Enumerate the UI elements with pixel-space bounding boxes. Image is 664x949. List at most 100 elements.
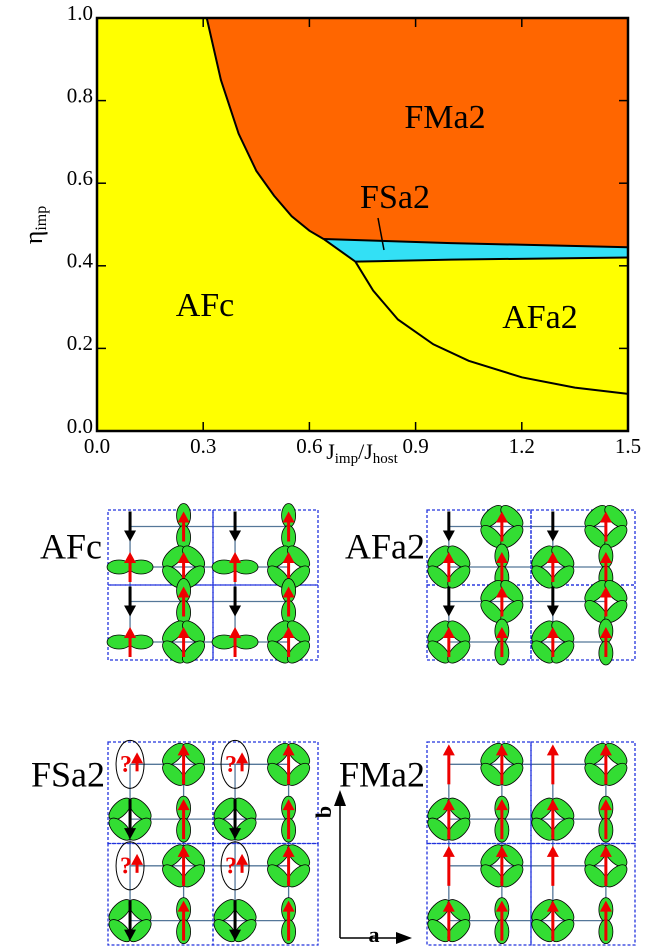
spin-arrow-head bbox=[229, 530, 242, 542]
spin-arrow-head bbox=[546, 744, 559, 756]
axis-arrow-head bbox=[334, 790, 346, 806]
spin-arrow-head bbox=[599, 627, 612, 638]
unknown-orbital bbox=[220, 739, 250, 789]
spin-arrow-head bbox=[124, 929, 137, 941]
spin-arrow-head bbox=[599, 900, 612, 912]
spin-arrow-head bbox=[546, 799, 559, 811]
spin-arrow-head bbox=[442, 627, 455, 638]
spin-arrow-head bbox=[177, 845, 190, 857]
region-label: FMa2 bbox=[404, 99, 485, 136]
spin-arrow-head bbox=[442, 799, 455, 811]
y-tick-label: 0.8 bbox=[67, 83, 93, 107]
region-label: AFc bbox=[176, 287, 235, 324]
spin-arrow-head bbox=[282, 799, 295, 811]
axis-label: a bbox=[369, 922, 380, 947]
y-tick-label: 0.6 bbox=[67, 166, 93, 190]
orbital-lobe bbox=[287, 640, 311, 664]
spin-arrow-head bbox=[177, 627, 190, 638]
unit-cell bbox=[530, 584, 636, 661]
spin-arrow-head bbox=[282, 900, 295, 912]
panel-label: FMa2 bbox=[339, 754, 425, 794]
spin-arrow-head bbox=[177, 799, 190, 811]
unknown-spin: ? bbox=[225, 853, 237, 879]
spin-arrow-head bbox=[177, 511, 190, 523]
unknown-spin: ? bbox=[120, 853, 132, 879]
spin-arrow-head bbox=[236, 853, 249, 865]
unit-cell bbox=[212, 842, 319, 946]
spin-arrow-head bbox=[599, 845, 612, 857]
unknown-orbital bbox=[115, 739, 145, 789]
y-axis-label: ηimp bbox=[19, 206, 50, 245]
spin-arrow-head bbox=[546, 845, 559, 857]
spin-arrow-head bbox=[546, 900, 559, 912]
spin-arrow-head bbox=[495, 900, 508, 912]
x-axis-label-part: imp bbox=[335, 451, 358, 467]
spin-arrow-head bbox=[546, 530, 559, 542]
y-tick-label: 1.0 bbox=[67, 1, 93, 25]
spin-arrow-head bbox=[229, 552, 242, 563]
spin-arrow-head bbox=[282, 744, 295, 756]
y-tick-label: 0.2 bbox=[67, 331, 93, 355]
spin-arrow-head bbox=[442, 744, 455, 756]
y-axis-label-part: imp bbox=[33, 206, 50, 231]
panel-label: AFa2 bbox=[345, 526, 425, 566]
spin-arrow-head bbox=[442, 530, 455, 542]
spin-arrow-head bbox=[599, 552, 612, 563]
axis-label: b bbox=[311, 806, 336, 818]
spin-arrow-head bbox=[599, 744, 612, 756]
axis-arrow-head bbox=[396, 932, 412, 944]
y-tick-label: 0.4 bbox=[67, 249, 94, 273]
spin-arrow-head bbox=[546, 605, 559, 617]
phase-region bbox=[323, 238, 628, 262]
spin-arrow-head bbox=[124, 552, 137, 563]
spin-arrow-head bbox=[599, 586, 612, 598]
x-tick-label: 0.0 bbox=[84, 434, 110, 458]
spin-arrow-head bbox=[177, 744, 190, 756]
phase-region bbox=[206, 18, 629, 248]
unit-cell bbox=[212, 584, 319, 661]
spin-arrow-head bbox=[177, 552, 190, 563]
spin-arrow-head bbox=[442, 900, 455, 912]
orbital-lobe bbox=[233, 817, 257, 841]
spin-arrow-head bbox=[442, 845, 455, 857]
x-axis-label-part: J bbox=[326, 439, 335, 464]
spin-arrow-head bbox=[599, 799, 612, 811]
spin-arrow-head bbox=[131, 853, 144, 865]
spin-arrow-head bbox=[546, 627, 559, 638]
orbital-lobe bbox=[128, 919, 152, 943]
spin-arrow-head bbox=[131, 752, 144, 764]
unknown-orbital bbox=[115, 841, 145, 891]
spin-arrow-head bbox=[229, 828, 242, 840]
unknown-orbital bbox=[220, 841, 250, 891]
x-tick-label: 1.5 bbox=[615, 434, 641, 458]
x-tick-label: 1.2 bbox=[509, 434, 535, 458]
x-axis-label-part: /J bbox=[358, 439, 373, 464]
x-axis-label-part: host bbox=[373, 451, 399, 467]
spin-arrow-head bbox=[495, 511, 508, 523]
orbital-lobe bbox=[233, 919, 257, 943]
spin-arrow-head bbox=[442, 552, 455, 563]
spin-arrow-head bbox=[282, 552, 295, 563]
spin-arrow-head bbox=[229, 929, 242, 941]
orbital-lobe bbox=[447, 640, 471, 664]
spin-arrow-head bbox=[177, 900, 190, 912]
spin-arrow-head bbox=[124, 627, 137, 638]
unit-cell bbox=[426, 842, 532, 946]
spin-arrow-head bbox=[177, 586, 190, 598]
phase-boundary bbox=[322, 238, 629, 263]
region-label: AFa2 bbox=[502, 299, 578, 336]
x-tick-label: 0.9 bbox=[402, 434, 428, 458]
phase-boundary bbox=[354, 261, 629, 395]
spin-arrow-head bbox=[495, 744, 508, 756]
y-axis-label-part: η bbox=[19, 231, 48, 245]
plot-frame bbox=[95, 16, 630, 433]
spin-arrow-head bbox=[236, 752, 249, 764]
unit-cell bbox=[212, 741, 319, 845]
panel-label: AFc bbox=[40, 526, 102, 566]
phase-region bbox=[355, 257, 628, 431]
x-axis-label: Jimp/Jhost bbox=[326, 439, 398, 467]
spin-arrow-head bbox=[442, 605, 455, 617]
phase-boundary bbox=[205, 17, 325, 240]
spin-arrow-head bbox=[495, 552, 508, 563]
